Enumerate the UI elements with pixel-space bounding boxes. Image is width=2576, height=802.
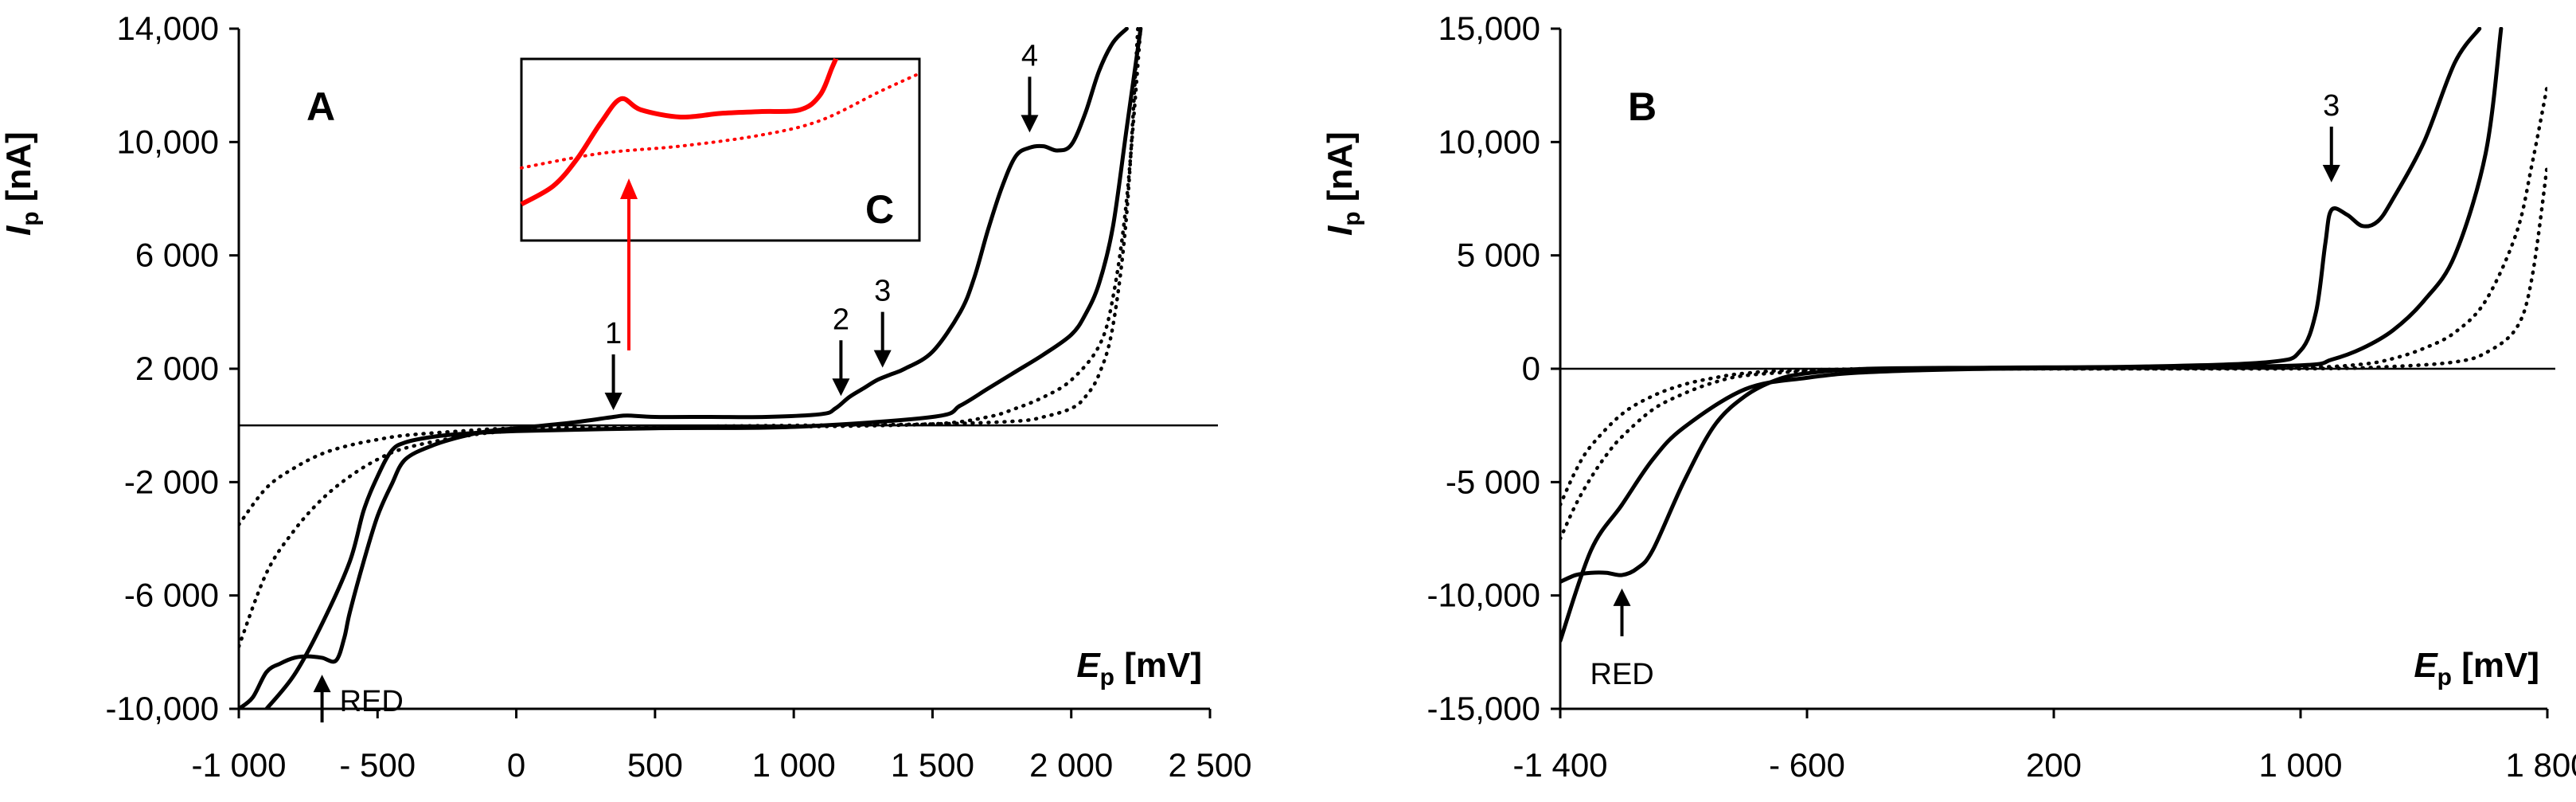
series-solid-forward [239, 27, 1129, 709]
x-axis-unit: [mV] [2452, 646, 2539, 685]
y-axis-title: Ip [nA] [0, 131, 44, 236]
y-axis-title: Ip [nA] [1321, 131, 1365, 236]
series-dotted-2 [239, 27, 1140, 526]
x-tick-label: - 600 [1769, 746, 1845, 784]
x-axis-unit: [mV] [1114, 646, 1202, 685]
peak-2-arrow-head [832, 378, 850, 397]
peak-label: 3 [2323, 89, 2340, 123]
peak-label: 3 [874, 275, 891, 308]
series-group [1560, 27, 2547, 644]
series-solid-backward [1560, 27, 2504, 644]
y-axis-unit: [nA] [1321, 131, 1360, 211]
inset-solid-curve [520, 57, 838, 207]
x-axis-title: Ep [mV] [2414, 646, 2539, 691]
x-tick-label: 0 [507, 746, 525, 784]
x-axis-symbol: E [1076, 646, 1101, 685]
series-solid-forward [1560, 27, 2482, 585]
panel-label: A [306, 84, 335, 129]
x-tick-label: -1 400 [1512, 746, 1607, 784]
x-tick-label: 200 [2026, 746, 2082, 784]
y-tick-label: 10,000 [117, 123, 219, 160]
red-peak-arrow-head [1613, 588, 1631, 606]
y-tick-label: 15,000 [1438, 10, 1540, 47]
panel-label: B [1628, 84, 1657, 129]
inset-dotted-curve [520, 72, 921, 170]
y-axis-symbol: I [0, 225, 38, 236]
x-tick-label: 1 000 [2258, 746, 2342, 784]
series-dotted-1 [239, 27, 1143, 648]
y-tick-label: 10,000 [1438, 123, 1540, 160]
y-tick-label: -10,000 [106, 690, 219, 727]
red-peak-arrow-head [313, 675, 331, 693]
y-tick-label: -2 000 [124, 463, 219, 500]
x-axis-symbol: E [2414, 646, 2438, 685]
y-tick-label: 0 [1522, 350, 1540, 387]
x-axis-title: Ep [mV] [1076, 646, 1202, 691]
x-tick-label: 1 500 [891, 746, 974, 784]
peak-label: 1 [605, 317, 622, 350]
y-tick-label: 6 000 [135, 237, 219, 274]
y-tick-label: -6 000 [124, 577, 219, 614]
x-tick-label: 1 000 [752, 746, 836, 784]
y-axis-unit: [nA] [0, 131, 38, 211]
peak-label: 4 [1021, 39, 1038, 72]
inset-label: C [865, 187, 894, 232]
red-label: RED [340, 685, 404, 718]
peak-4-arrow-head [1021, 115, 1039, 133]
peak-1-arrow-head [604, 393, 623, 411]
series-group [239, 27, 1143, 709]
series-dotted-1 [1560, 83, 2547, 541]
y-tick-label: -10,000 [1427, 577, 1540, 614]
y-axis-subscript: p [1339, 211, 1365, 225]
inset-arrow-head [620, 178, 638, 199]
x-tick-label: -1 000 [191, 746, 286, 784]
x-axis-subscript: p [2437, 664, 2452, 691]
inset-frame [520, 57, 921, 242]
panel-a: -10,000 -6 000 -2 000 2 000 6 000 10,000 14,00… [0, 10, 1252, 784]
y-tick-label: 2 000 [135, 350, 219, 387]
peak-label: 2 [833, 303, 849, 336]
inset-box: C [520, 57, 921, 350]
x-tick-label: 500 [627, 746, 683, 784]
y-tick-label: 14,000 [117, 10, 219, 47]
peak-3-arrow-head [873, 350, 892, 368]
x-tick-label: 2 000 [1029, 746, 1113, 784]
red-label: RED [1590, 658, 1654, 691]
y-axis-subscript: p [18, 211, 44, 225]
y-axis-symbol: I [1321, 225, 1360, 236]
y-tick-label: -15,000 [1427, 690, 1540, 727]
x-tick-label: - 500 [339, 746, 416, 784]
peak-3-arrow-head [2322, 164, 2340, 182]
x-tick-label: 1 800 [2505, 746, 2576, 784]
y-tick-label: -5 000 [1446, 463, 1540, 500]
series-dotted-2 [1560, 162, 2547, 507]
x-axis-subscript: p [1100, 664, 1114, 691]
x-tick-label: 2 500 [1168, 746, 1251, 784]
panel-b: -15,000 -10,000 -5 000 0 5 000 10,000 15,000 -1… [1321, 10, 2576, 784]
series-solid-backward [264, 27, 1143, 709]
y-tick-label: 5 000 [1457, 237, 1540, 274]
